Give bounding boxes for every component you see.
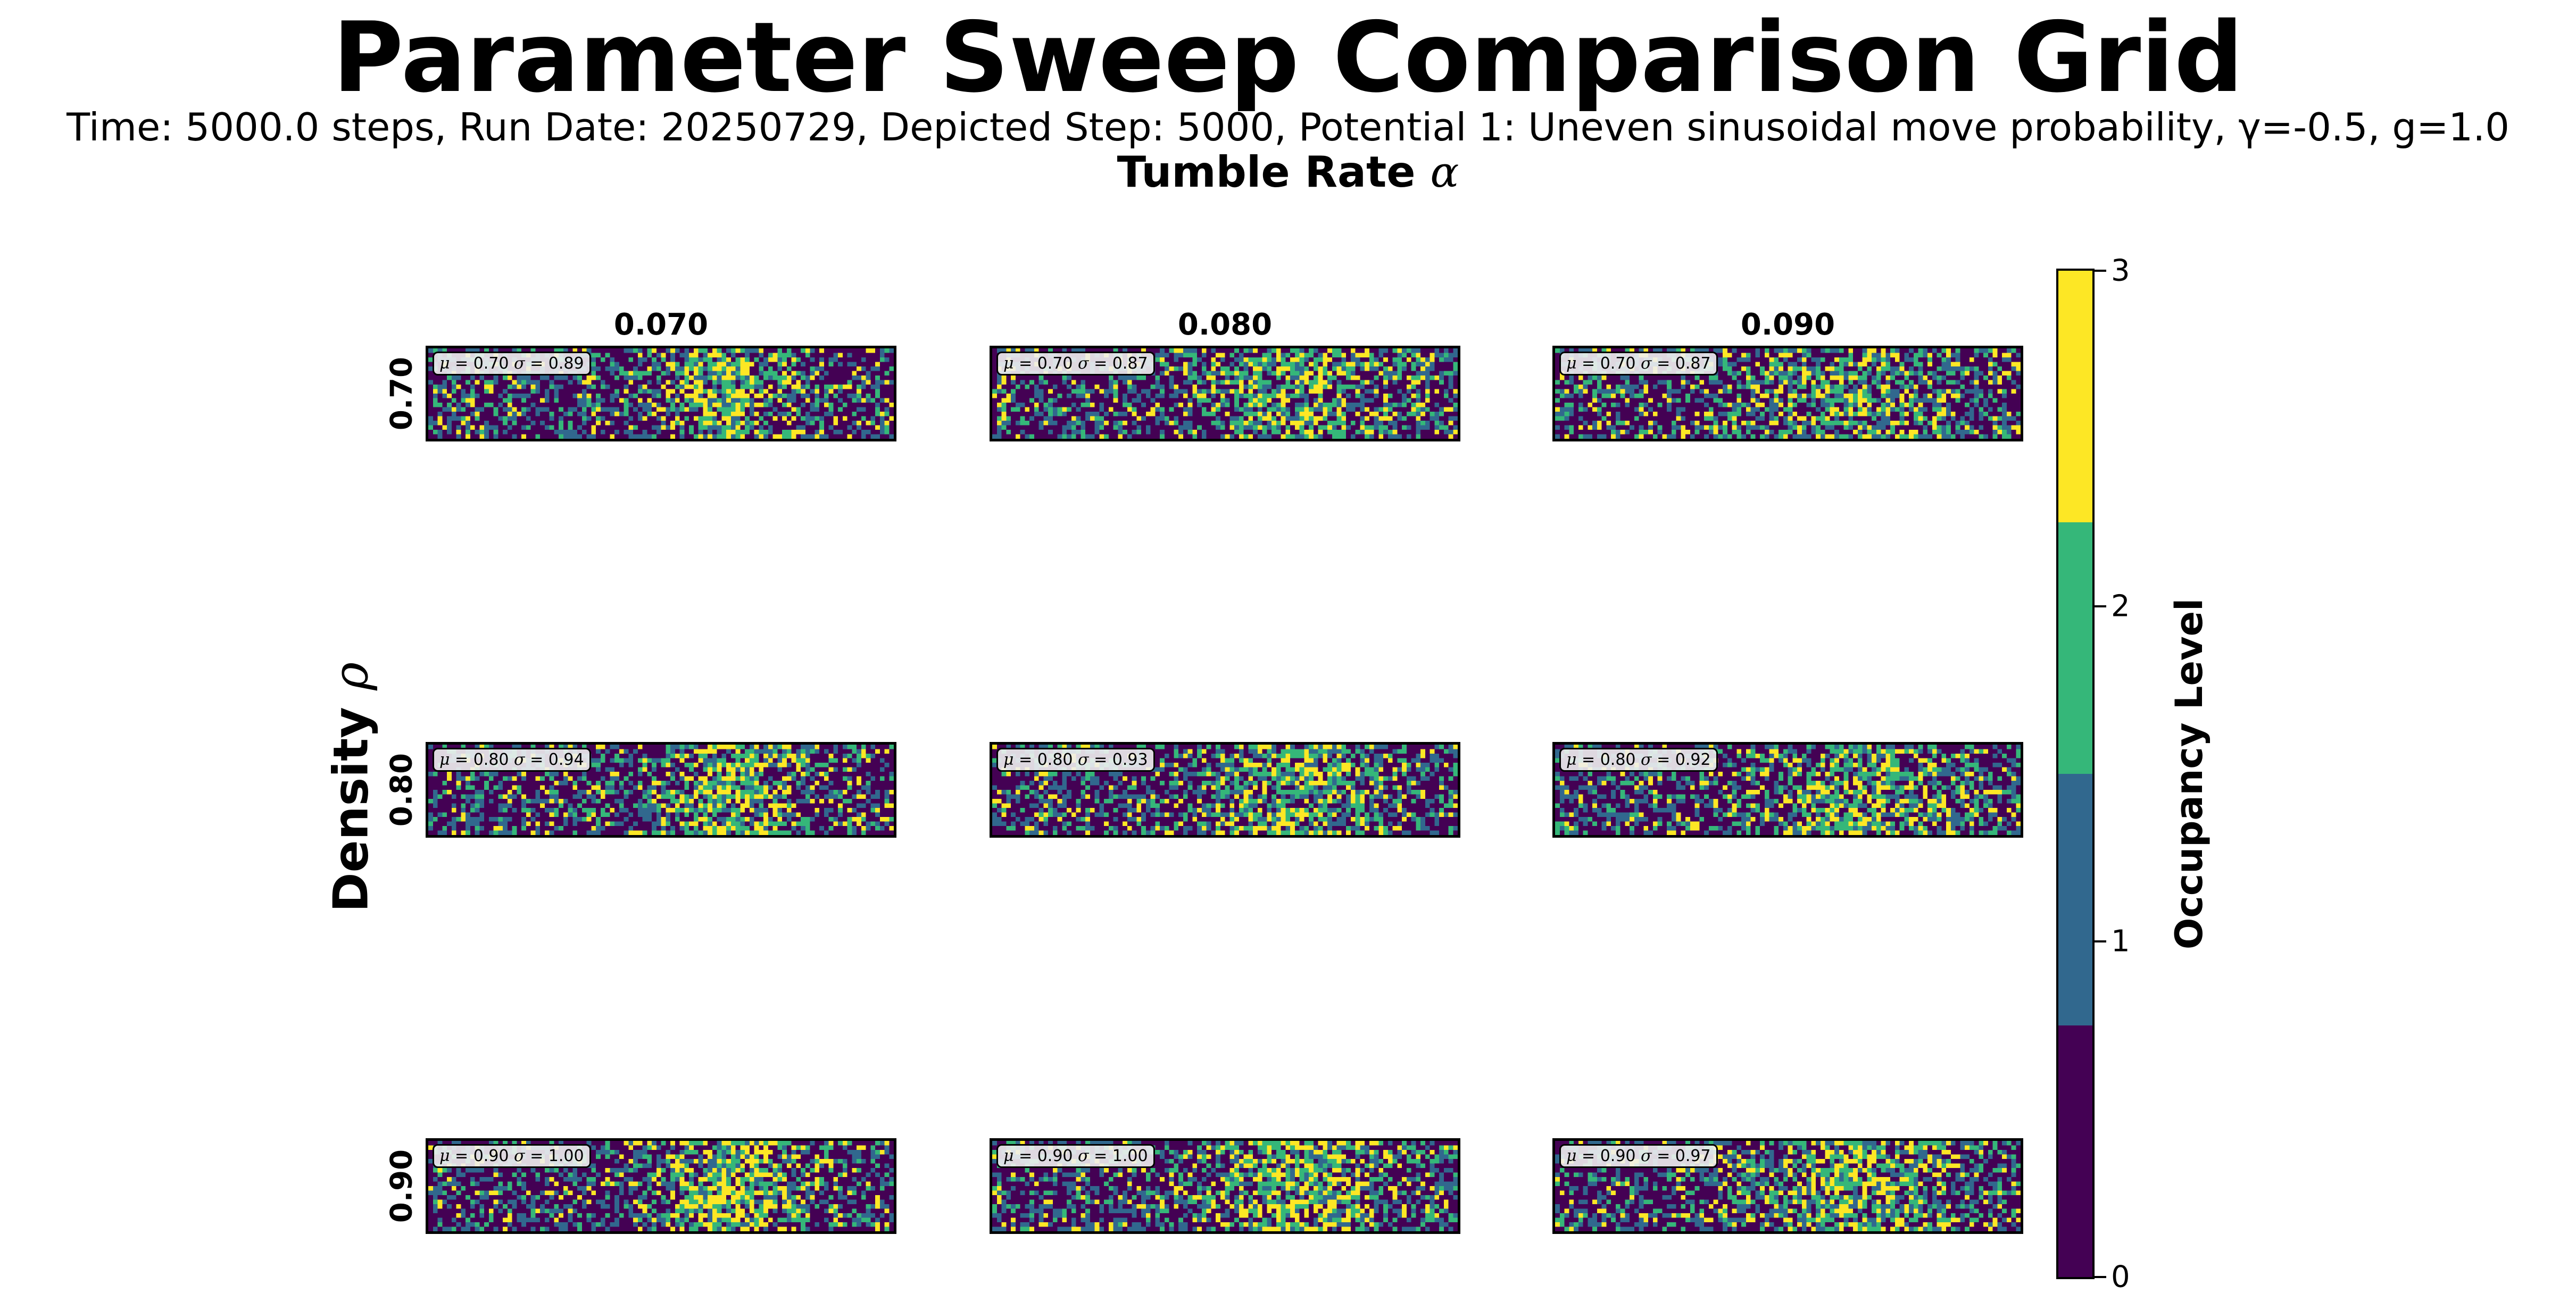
mu-value: = 0.80 — [450, 750, 514, 769]
colorbar-tick-label-2: 2 — [2111, 589, 2130, 624]
heatmap-panel-0-2: μ = 0.70 σ = 0.87 — [1552, 346, 2023, 441]
figure-subtitle: Time: 5000.0 steps, Run Date: 20250729, … — [67, 105, 2509, 149]
mu-symbol: μ — [439, 354, 450, 373]
sigma-value: = 1.00 — [525, 1147, 584, 1165]
stats-annotation: μ = 0.80 σ = 0.93 — [996, 748, 1155, 772]
row-label-1: 0.80 — [384, 753, 419, 827]
mu-value: = 0.80 — [1576, 750, 1641, 769]
row-label-2: 0.90 — [384, 1149, 419, 1223]
row-parameter-label: Density ρ — [323, 662, 379, 912]
sigma-symbol: σ — [1641, 354, 1652, 373]
colorbar — [2056, 269, 2095, 1279]
colorbar-tick-0 — [2095, 1276, 2106, 1278]
colorbar-tick-3 — [2095, 270, 2106, 272]
heatmap-panel-0-1: μ = 0.70 σ = 0.87 — [990, 346, 1460, 441]
stats-annotation: μ = 0.90 σ = 0.97 — [1559, 1144, 1718, 1168]
sigma-symbol: σ — [1078, 750, 1089, 769]
mu-value: = 0.90 — [1576, 1147, 1641, 1165]
colorbar-tick-2 — [2095, 605, 2106, 607]
figure-title: Parameter Sweep Comparison Grid — [333, 1, 2243, 114]
colorbar-tick-label-0: 0 — [2111, 1259, 2130, 1295]
heatmap-panel-2-1: μ = 0.90 σ = 1.00 — [990, 1138, 1460, 1234]
colorbar-segment-2 — [2058, 522, 2092, 774]
colorbar-segment-1 — [2058, 774, 2092, 1025]
colorbar-segment-0 — [2058, 1025, 2092, 1277]
column-title-0: 0.070 — [613, 307, 709, 342]
mu-symbol: μ — [1566, 750, 1577, 769]
mu-value: = 0.90 — [1013, 1147, 1078, 1165]
stats-annotation: μ = 0.80 σ = 0.94 — [433, 748, 591, 772]
colorbar-segment-3 — [2058, 271, 2092, 522]
row-label-0: 0.70 — [384, 356, 419, 431]
mu-symbol: μ — [1566, 1147, 1577, 1165]
stats-annotation: μ = 0.70 σ = 0.87 — [1559, 352, 1718, 376]
sigma-symbol: σ — [514, 354, 525, 373]
sigma-symbol: σ — [1078, 1147, 1089, 1165]
sigma-symbol: σ — [514, 1147, 525, 1165]
mu-value: = 0.90 — [450, 1147, 514, 1165]
colorbar-tick-1 — [2095, 940, 2106, 943]
heatmap-panel-0-0: μ = 0.70 σ = 0.89 — [426, 346, 896, 441]
column-title-1: 0.080 — [1177, 307, 1273, 342]
mu-symbol: μ — [1003, 354, 1014, 373]
sigma-value: = 0.97 — [1651, 1147, 1711, 1165]
heatmap-panel-1-2: μ = 0.80 σ = 0.92 — [1552, 742, 2023, 838]
sigma-symbol: σ — [514, 750, 525, 769]
column-title-2: 0.090 — [1740, 307, 1835, 342]
sigma-symbol: σ — [1641, 750, 1652, 769]
stats-annotation: μ = 0.90 σ = 1.00 — [433, 1144, 591, 1168]
mu-symbol: μ — [1566, 354, 1577, 373]
colorbar-tick-label-3: 3 — [2111, 253, 2130, 288]
mu-symbol: μ — [1003, 1147, 1014, 1165]
sigma-value: = 0.89 — [525, 354, 584, 373]
mu-value: = 0.70 — [450, 354, 514, 373]
heatmap-panel-1-0: μ = 0.80 σ = 0.94 — [426, 742, 896, 838]
sigma-value: = 0.94 — [525, 750, 584, 769]
sigma-value: = 0.92 — [1651, 750, 1711, 769]
colorbar-label: Occupancy Level — [2167, 598, 2211, 950]
column-parameter-text: Tumble Rate — [1117, 147, 1431, 197]
sigma-symbol: σ — [1078, 354, 1089, 373]
row-parameter-text: Density — [323, 690, 379, 913]
stats-annotation: μ = 0.70 σ = 0.89 — [433, 352, 591, 376]
mu-value: = 0.70 — [1576, 354, 1641, 373]
heatmap-panel-1-1: μ = 0.80 σ = 0.93 — [990, 742, 1460, 838]
heatmap-panel-2-0: μ = 0.90 σ = 1.00 — [426, 1138, 896, 1234]
rho-symbol: ρ — [323, 662, 379, 690]
mu-value: = 0.70 — [1013, 354, 1078, 373]
sigma-value: = 0.93 — [1088, 750, 1148, 769]
sigma-value: = 0.87 — [1088, 354, 1148, 373]
mu-value: = 0.80 — [1013, 750, 1078, 769]
stats-annotation: μ = 0.80 σ = 0.92 — [1559, 748, 1718, 772]
alpha-symbol: α — [1430, 147, 1459, 197]
sigma-value: = 0.87 — [1651, 354, 1711, 373]
colorbar-tick-label-1: 1 — [2111, 924, 2130, 959]
stats-annotation: μ = 0.90 σ = 1.00 — [996, 1144, 1155, 1168]
column-parameter-label: Tumble Rate α — [0, 149, 2576, 196]
stats-annotation: μ = 0.70 σ = 0.87 — [996, 352, 1155, 376]
heatmap-panel-2-2: μ = 0.90 σ = 0.97 — [1552, 1138, 2023, 1234]
sigma-value: = 1.00 — [1088, 1147, 1148, 1165]
sigma-symbol: σ — [1641, 1147, 1652, 1165]
mu-symbol: μ — [439, 1147, 450, 1165]
mu-symbol: μ — [439, 750, 450, 769]
mu-symbol: μ — [1003, 750, 1014, 769]
